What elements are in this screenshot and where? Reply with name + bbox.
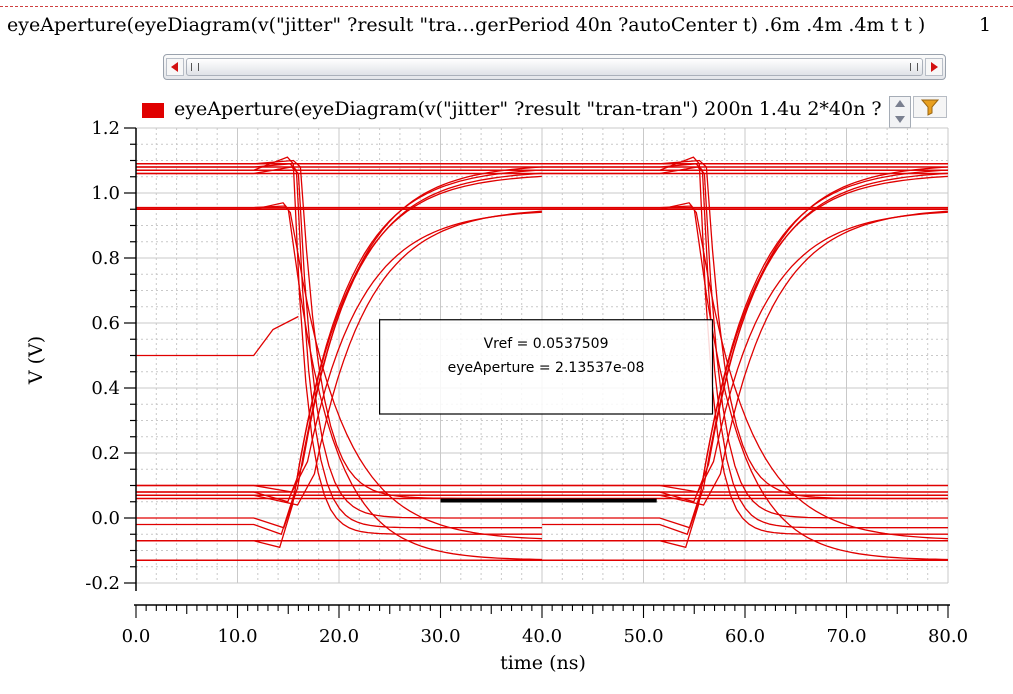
y-tick-label: 1.0	[91, 183, 120, 204]
x-tick-label: 0.0	[122, 626, 151, 647]
marker-vref-text: Vref = 0.0537509	[484, 336, 609, 352]
legend-label: eyeAperture(eyeDiagram(v("jitter" ?resul…	[174, 98, 882, 120]
y-tick-label: 0.4	[91, 378, 120, 399]
grip-icon	[910, 63, 918, 71]
trace-falling-edge	[542, 205, 949, 540]
marker-aperture-text: eyeAperture = 2.13537e-08	[448, 360, 645, 376]
x-tick-label: 80.0	[928, 626, 968, 647]
trace-falling-edge	[542, 159, 948, 500]
trace-falling-edge	[542, 166, 948, 519]
trace-rising-edge	[542, 175, 948, 549]
arrow-right-icon[interactable]	[925, 58, 943, 76]
x-tick-label: 30.0	[420, 626, 460, 647]
funnel-filter-icon[interactable]	[913, 96, 947, 118]
y-axis-title: V (V)	[25, 336, 47, 385]
trace-falling-edge	[542, 202, 949, 561]
x-tick-label: 40.0	[522, 626, 562, 647]
y-tick-label: 1.2	[91, 118, 120, 139]
trace-rising-edge	[542, 166, 948, 503]
legend-swatch[interactable]	[142, 103, 164, 118]
scrollbar-thumb[interactable]	[186, 58, 923, 76]
spin-down-icon[interactable]	[895, 116, 905, 123]
horizontal-scrollbar[interactable]	[163, 54, 946, 80]
trace-falling-edge	[542, 156, 948, 535]
y-tick-label: 0.8	[91, 248, 120, 269]
y-tick-label: 0.0	[91, 508, 120, 529]
marker-box[interactable]	[379, 319, 714, 415]
expression-label: eyeAperture(eyeDiagram(v("jitter" ?resul…	[7, 14, 926, 36]
expression-index: 1	[979, 14, 992, 36]
grip-icon	[191, 63, 199, 71]
trace-falling-edge	[136, 202, 543, 561]
trace-falling-edge	[136, 156, 542, 535]
x-tick-label: 50.0	[623, 626, 663, 647]
marker-box-group[interactable]: Vref = 0.0537509 eyeAperture = 2.13537e-…	[379, 319, 714, 415]
trace-initial	[136, 315, 299, 357]
x-axis-title: time (ns)	[500, 652, 586, 674]
trace-rising-edge	[136, 210, 542, 506]
trace-group	[136, 156, 949, 561]
y-tick-label: -0.2	[85, 573, 120, 594]
trace-rising-edge	[136, 166, 542, 503]
x-tick-label: 70.0	[826, 626, 866, 647]
trace-falling-edge	[542, 163, 948, 529]
trace-falling-edge	[136, 166, 542, 519]
y-tick-label: 0.2	[91, 443, 120, 464]
x-tick-label: 20.0	[319, 626, 359, 647]
x-tick-label: 60.0	[725, 626, 765, 647]
trace-falling-edge	[136, 163, 542, 529]
x-tick-label: 10.0	[217, 626, 257, 647]
trace-rising-edge	[136, 175, 542, 549]
trace-falling-edge	[136, 205, 543, 540]
y-tick-label: 0.6	[91, 313, 120, 334]
dashed-separator	[0, 6, 1013, 7]
axes: -0.2 0.0 0.2 0.4 0.6 0.8 1.0 1.2 0.0 10.0 20.0 30.0…	[85, 118, 968, 647]
arrow-left-icon[interactable]	[166, 58, 184, 76]
trace-rising-edge	[542, 210, 948, 506]
spin-up-icon[interactable]	[895, 100, 905, 107]
